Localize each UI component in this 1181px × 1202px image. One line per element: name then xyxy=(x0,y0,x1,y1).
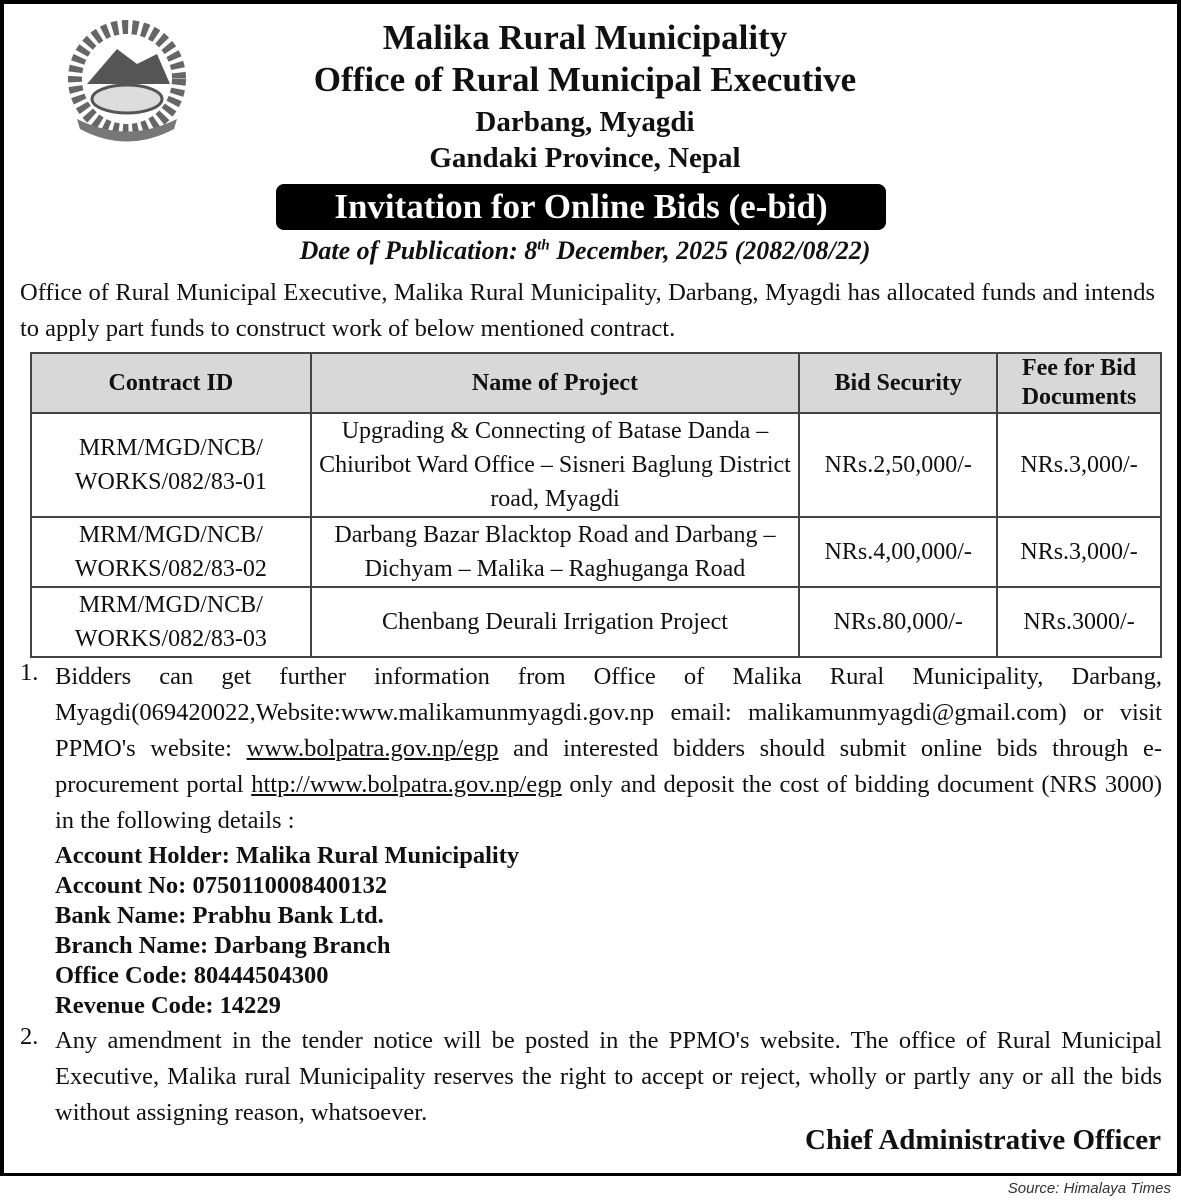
office-name: Office of Rural Municipal Executive xyxy=(313,60,857,99)
item-number: 1. xyxy=(20,659,39,686)
header-fee: Fee for Bid Documents xyxy=(996,352,1162,414)
branch-name: Branch Name: Darbang Branch xyxy=(55,932,391,959)
bid-fee: NRs.3000/- xyxy=(996,586,1162,658)
nepal-emblem-logo xyxy=(68,20,186,142)
item-number: 2. xyxy=(20,1023,39,1050)
terms-list: 1. Bidders can get further information f… xyxy=(20,659,1162,1131)
egp-portal-link[interactable]: http://www.bolpatra.gov.np/egp xyxy=(251,771,562,798)
bid-security: NRs.2,50,000/- xyxy=(798,412,999,518)
province: Gandaki Province, Nepal xyxy=(429,142,741,174)
item-text: Any amendment in the tender notice will … xyxy=(55,1027,1162,1126)
ppmo-link[interactable]: www.bolpatra.gov.np/egp xyxy=(246,735,499,762)
location: Darbang, Myagdi xyxy=(475,106,695,138)
header-contract-id: Contract ID xyxy=(30,352,312,414)
contract-id: MRM/MGD/NCB/ WORKS/082/83-02 xyxy=(30,516,312,588)
notice-frame xyxy=(0,0,1181,1176)
signature-title: Chief Administrative Officer xyxy=(805,1124,1161,1156)
publication-date: Date of Publication: 8th December, 2025 … xyxy=(299,236,871,265)
project-name: Upgrading & Connecting of Batase Danda –… xyxy=(309,412,801,518)
bid-security: NRs.80,000/- xyxy=(798,586,999,658)
table-row: MRM/MGD/NCB/ WORKS/082/83-03 Chenbang De… xyxy=(30,586,1162,658)
contract-id: MRM/MGD/NCB/ WORKS/082/83-01 xyxy=(30,412,312,518)
list-item-1: 1. Bidders can get further information f… xyxy=(20,659,1162,1023)
account-details: Account Holder: Malika Rural Municipalit… xyxy=(55,841,1162,1021)
revenue-code: Revenue Code: 14229 xyxy=(55,992,281,1019)
header-bid-security: Bid Security xyxy=(798,352,999,414)
item-text: Bidders can get further information from… xyxy=(55,663,1163,1021)
project-name: Chenbang Deurali Irrigation Project xyxy=(309,586,801,658)
table-header: Contract ID Name of Project Bid Security… xyxy=(30,352,1162,414)
header-project-name: Name of Project xyxy=(309,352,801,414)
table-row: MRM/MGD/NCB/ WORKS/082/83-02 Darbang Baz… xyxy=(30,516,1162,588)
notice-title: Invitation for Online Bids (e-bid) xyxy=(276,184,886,230)
source-credit: Source: Himalaya Times xyxy=(1007,1180,1171,1197)
intro-paragraph: Office of Rural Municipal Executive, Mal… xyxy=(20,279,1155,342)
bid-security: NRs.4,00,000/- xyxy=(798,516,999,588)
list-item-2: 2. Any amendment in the tender notice wi… xyxy=(20,1023,1162,1131)
project-name: Darbang Bazar Blacktop Road and Darbang … xyxy=(309,516,801,588)
bid-fee: NRs.3,000/- xyxy=(996,412,1162,518)
account-holder: Account Holder: Malika Rural Municipalit… xyxy=(55,842,520,869)
office-code: Office Code: 80444504300 xyxy=(55,962,329,989)
contract-id: MRM/MGD/NCB/ WORKS/082/83-03 xyxy=(30,586,312,658)
bank-name: Bank Name: Prabhu Bank Ltd. xyxy=(55,902,384,929)
contracts-table: Contract ID Name of Project Bid Security… xyxy=(30,352,1162,658)
account-number: Account No: 0750110008400132 xyxy=(55,872,388,899)
municipality-name: Malika Rural Municipality xyxy=(382,18,788,57)
table-row: MRM/MGD/NCB/ WORKS/082/83-01 Upgrading &… xyxy=(30,412,1162,518)
bid-fee: NRs.3,000/- xyxy=(996,516,1162,588)
